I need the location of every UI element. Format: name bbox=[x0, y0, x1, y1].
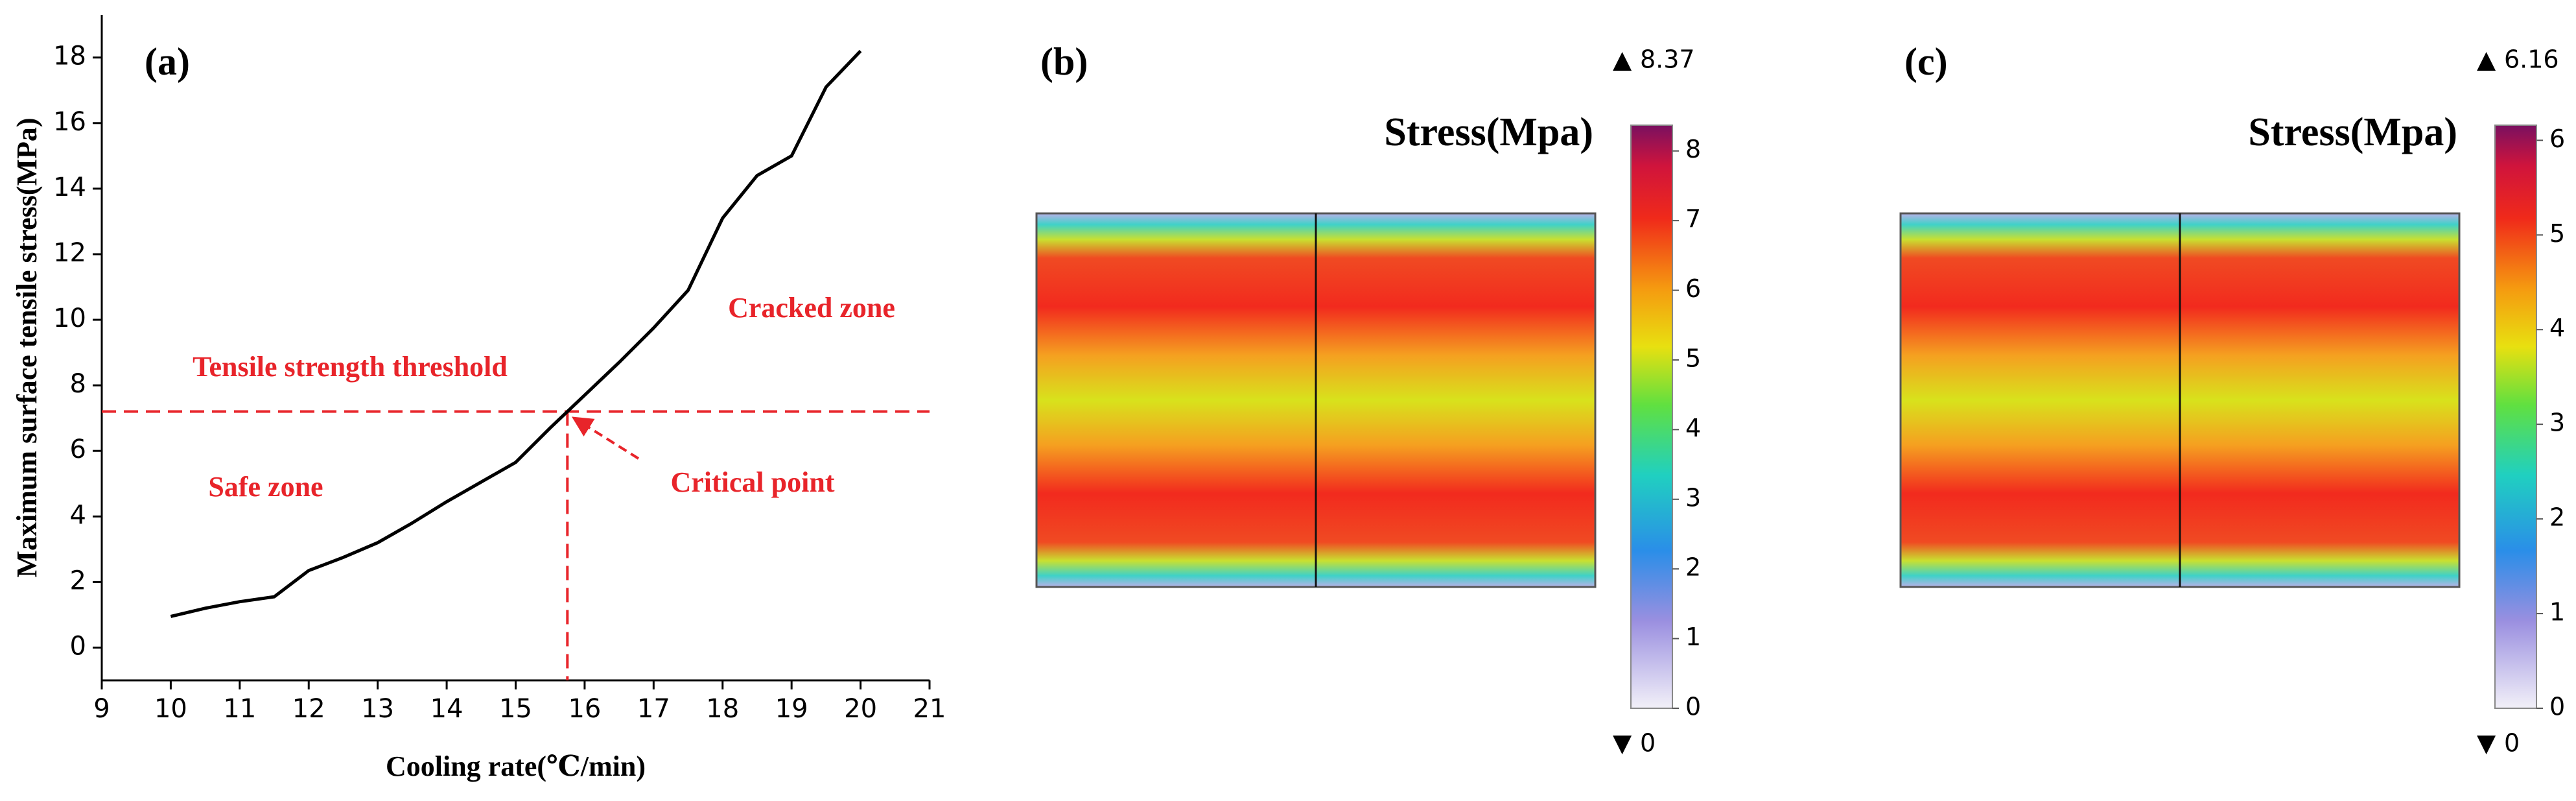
annotation-arrow bbox=[571, 416, 640, 460]
y-tick-label: 2 bbox=[70, 566, 86, 595]
colorbar-tick-label: 7 bbox=[1685, 205, 1701, 233]
min-marker: ▼ bbox=[1613, 729, 1632, 758]
panel-title: (b) bbox=[1040, 40, 1088, 83]
annotation: Tensile strength threshold bbox=[193, 351, 508, 383]
max-marker: ▲ bbox=[1613, 45, 1632, 74]
colorbar-tick-label: 1 bbox=[2549, 598, 2565, 627]
y-axis-label: Maximum surface tensile stress(MPa) bbox=[11, 117, 43, 577]
colorbar-max: 6.16 bbox=[2504, 45, 2559, 74]
colorbar-tick-label: 5 bbox=[1685, 344, 1701, 372]
x-axis-label: Cooling rate(℃/min) bbox=[386, 750, 646, 782]
min-marker: ▼ bbox=[2477, 729, 2496, 758]
colorbar-tick-label: 0 bbox=[2549, 693, 2565, 721]
x-tick-label: 20 bbox=[844, 694, 877, 724]
x-tick-label: 13 bbox=[361, 694, 394, 724]
colorbar-tick-label: 4 bbox=[2549, 314, 2565, 342]
x-tick-label: 19 bbox=[775, 694, 808, 724]
y-tick-label: 6 bbox=[70, 435, 86, 464]
data-line bbox=[170, 49, 862, 618]
colorbar-tick-label: 0 bbox=[1685, 693, 1701, 721]
x-tick-label: 16 bbox=[568, 694, 601, 724]
colorbar-tick-label: 8 bbox=[1685, 135, 1701, 163]
colorbar-tick-label: 3 bbox=[1685, 483, 1701, 512]
y-tick-label: 0 bbox=[70, 631, 86, 661]
x-tick-label: 12 bbox=[292, 694, 325, 724]
y-tick-label: 14 bbox=[53, 173, 86, 202]
colorbar-label: Stress(Mpa) bbox=[1384, 110, 1593, 154]
y-tick-label: 16 bbox=[53, 107, 86, 137]
colorbar-tick-label: 2 bbox=[1685, 553, 1701, 582]
y-tick-label: 12 bbox=[53, 238, 86, 268]
colorbar-label: Stress(Mpa) bbox=[2248, 110, 2457, 154]
x-tick-label: 9 bbox=[93, 694, 110, 724]
panel-title: (a) bbox=[145, 40, 190, 83]
x-tick-label: 18 bbox=[706, 694, 739, 724]
colorbar-tick-label: 6 bbox=[1685, 274, 1701, 303]
colorbar-min: 0 bbox=[2504, 729, 2520, 758]
x-tick-label: 17 bbox=[637, 694, 670, 724]
annotation: Safe zone bbox=[208, 471, 323, 503]
colorbar bbox=[1630, 125, 1673, 709]
y-tick-label: 10 bbox=[53, 304, 86, 333]
x-tick-label: 14 bbox=[430, 694, 463, 724]
x-tick-label: 11 bbox=[223, 694, 256, 724]
colorbar-tick-label: 5 bbox=[2549, 219, 2565, 248]
x-tick-label: 15 bbox=[499, 694, 532, 724]
colorbar-tick-label: 3 bbox=[2549, 409, 2565, 437]
colorbar-tick-label: 6 bbox=[2549, 125, 2565, 153]
panel-title: (c) bbox=[1904, 40, 1948, 83]
x-tick-label: 21 bbox=[913, 694, 946, 724]
x-tick-label: 10 bbox=[154, 694, 187, 724]
colorbar-tick-label: 4 bbox=[1685, 414, 1701, 442]
y-tick-label: 18 bbox=[53, 42, 86, 71]
colorbar bbox=[2494, 125, 2537, 709]
y-tick-label: 4 bbox=[70, 500, 86, 530]
annotation: Cracked zone bbox=[728, 292, 895, 324]
y-tick-label: 8 bbox=[70, 369, 86, 399]
colorbar-tick-label: 2 bbox=[2549, 503, 2565, 532]
colorbar-max: 8.37 bbox=[1640, 45, 1695, 74]
annotation: Critical point bbox=[671, 466, 835, 498]
max-marker: ▲ bbox=[2477, 45, 2496, 74]
colorbar-min: 0 bbox=[1640, 729, 1656, 758]
colorbar-tick-label: 1 bbox=[1685, 623, 1701, 651]
